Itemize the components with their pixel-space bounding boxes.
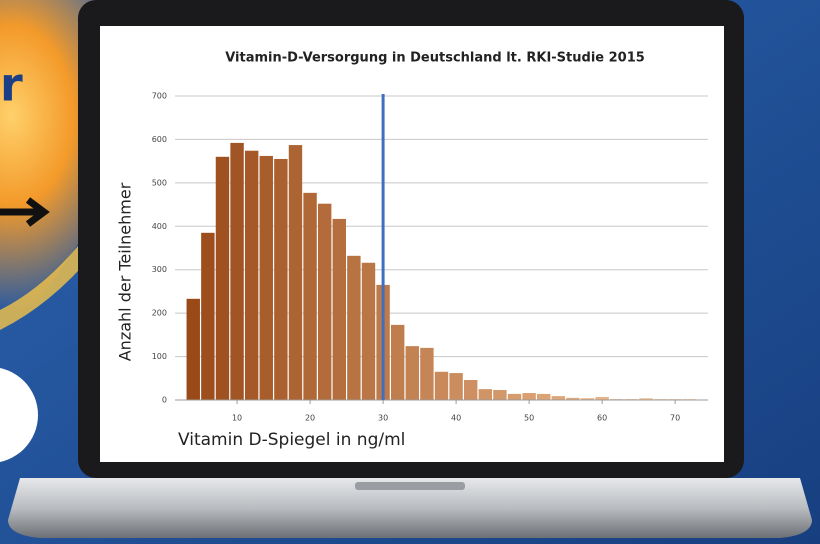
bar — [552, 396, 565, 400]
x-tick-label: 60 — [597, 414, 607, 423]
chart-title: Vitamin-D-Versorgung in Deutschland lt. … — [225, 51, 645, 66]
bar — [420, 348, 433, 400]
laptop-notch — [355, 482, 465, 490]
bar — [274, 159, 287, 400]
bar — [406, 346, 419, 400]
bar — [318, 204, 331, 400]
bar — [260, 156, 273, 400]
bar — [522, 393, 535, 400]
bar — [303, 193, 316, 400]
x-tick-label: 30 — [378, 414, 388, 423]
y-tick-label: 200 — [152, 309, 167, 318]
bar — [449, 373, 462, 400]
side-text: r — [0, 58, 23, 112]
bar — [435, 372, 448, 400]
y-axis-label: Anzahl der Teilnehmer — [116, 182, 135, 361]
y-tick-label: 400 — [152, 222, 167, 231]
y-tick-label: 600 — [152, 135, 167, 144]
x-axis-label: Vitamin D-Spiegel in ng/ml — [178, 430, 405, 450]
bar — [289, 145, 302, 400]
x-tick-label: 40 — [451, 414, 461, 423]
bar — [187, 299, 200, 400]
x-tick-label: 10 — [232, 414, 242, 423]
bar — [391, 325, 404, 400]
y-tick-label: 0 — [162, 396, 167, 405]
y-tick-label: 500 — [152, 178, 167, 187]
page: r Vitamin-D-Versorgung in Deutschland lt… — [0, 0, 820, 544]
bar — [537, 394, 550, 400]
bar — [464, 380, 477, 400]
y-tick-label: 300 — [152, 265, 167, 274]
bar — [230, 143, 243, 400]
x-tick-label: 20 — [305, 414, 315, 423]
y-tick-label: 700 — [152, 92, 167, 101]
x-tick-label: 70 — [670, 414, 680, 423]
bar — [362, 263, 375, 400]
bar — [245, 151, 258, 400]
bar — [333, 219, 346, 400]
bar — [508, 394, 521, 400]
bar — [493, 390, 506, 400]
y-tick-label: 100 — [152, 352, 167, 361]
bar — [479, 389, 492, 400]
x-tick-label: 50 — [524, 414, 534, 423]
bar — [216, 157, 229, 400]
bar — [347, 256, 360, 400]
bar — [201, 233, 214, 400]
